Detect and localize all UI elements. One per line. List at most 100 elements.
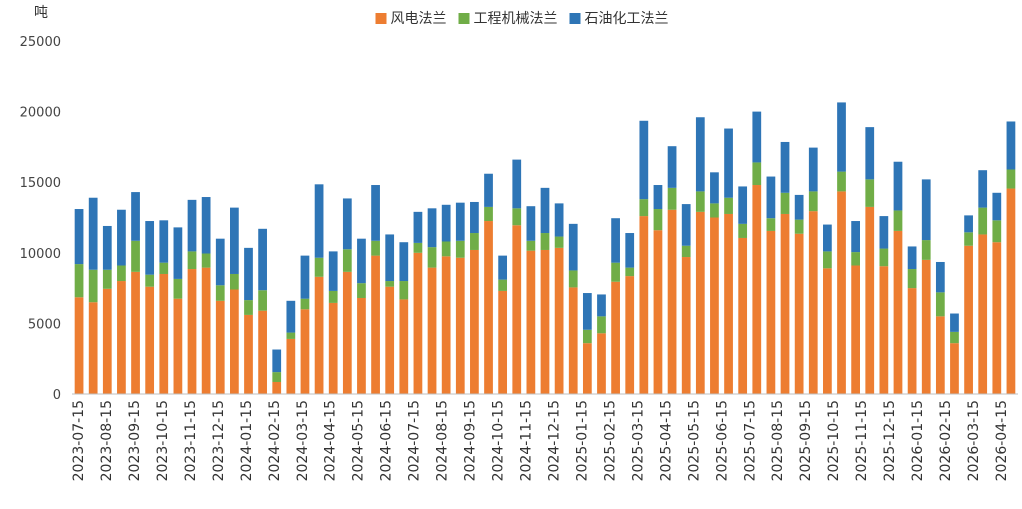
x-tick-label: 2023-09-15 bbox=[127, 400, 143, 481]
bar-segment bbox=[935, 292, 945, 317]
bar-segment bbox=[74, 297, 84, 394]
bar-segment bbox=[314, 257, 324, 277]
bar-segment bbox=[907, 269, 917, 289]
bar-segment bbox=[837, 171, 846, 192]
bar-segment bbox=[201, 253, 211, 268]
x-tick-label: 2025-01-15 bbox=[574, 400, 590, 481]
bar-segment bbox=[455, 240, 465, 258]
bar-segment bbox=[780, 141, 790, 193]
x-tick-label: 2025-02-15 bbox=[602, 400, 618, 481]
bar-segment bbox=[413, 211, 423, 243]
bar-segment bbox=[851, 265, 860, 394]
x-tick-label: 2024-04-15 bbox=[323, 400, 339, 481]
bar-segment bbox=[597, 294, 606, 317]
bar-segment bbox=[371, 185, 380, 241]
y-tick-label: 15000 bbox=[20, 176, 61, 191]
bar-segment bbox=[187, 269, 197, 394]
bar-segment bbox=[710, 217, 719, 394]
bar-segment bbox=[88, 269, 98, 303]
bar-segment bbox=[554, 203, 564, 237]
bar-segment bbox=[766, 218, 776, 231]
bar-segment bbox=[992, 220, 1002, 243]
bar-segment bbox=[300, 309, 310, 394]
bar-segment bbox=[272, 372, 282, 382]
bar-segment bbox=[667, 187, 677, 210]
bar-segment bbox=[328, 302, 338, 394]
y-axis-ticks: 0 5000 10000 15000 20000 25000 bbox=[20, 35, 61, 403]
bar-segment bbox=[357, 297, 366, 394]
bar-segment bbox=[738, 186, 748, 224]
bar-segment bbox=[441, 204, 451, 242]
legend-swatch bbox=[569, 13, 581, 24]
y-tick-label: 0 bbox=[53, 388, 61, 403]
bar-segment bbox=[653, 230, 663, 394]
bar-segment bbox=[399, 242, 409, 282]
bar-segment bbox=[1006, 121, 1016, 170]
bar-segment bbox=[695, 191, 705, 212]
bar-segment bbox=[88, 197, 98, 270]
bar-segment bbox=[512, 159, 522, 209]
x-tick-label: 2024-05-15 bbox=[351, 400, 367, 481]
bar-segment bbox=[808, 191, 818, 212]
bar-segment bbox=[879, 216, 889, 249]
bar-segment bbox=[808, 147, 818, 192]
x-tick-label: 2024-10-15 bbox=[491, 400, 507, 481]
bar-segment bbox=[371, 255, 380, 394]
bar-segment bbox=[286, 300, 296, 333]
bar-segment bbox=[907, 246, 917, 270]
bar-segment bbox=[738, 223, 748, 238]
bar-segment bbox=[681, 245, 691, 258]
bar-segment bbox=[201, 267, 211, 394]
bar-segment bbox=[131, 192, 140, 241]
bar-segment bbox=[992, 242, 1002, 394]
bar-segment bbox=[427, 247, 437, 268]
x-tick-label: 2023-08-15 bbox=[99, 400, 115, 481]
bar-segment bbox=[752, 185, 762, 394]
x-tick-label: 2024-08-15 bbox=[435, 400, 451, 481]
bar-segment bbox=[639, 199, 649, 217]
bar-segment bbox=[540, 187, 550, 234]
bar-segment bbox=[837, 102, 846, 172]
x-tick-label: 2024-03-15 bbox=[295, 400, 311, 481]
bar-segment bbox=[131, 240, 140, 272]
x-tick-label: 2024-06-15 bbox=[379, 400, 395, 481]
bar-segment bbox=[992, 192, 1002, 221]
bar-segment bbox=[879, 266, 889, 394]
bar-segment bbox=[724, 213, 733, 394]
bar-segment bbox=[907, 288, 917, 394]
bar-segment bbox=[102, 288, 112, 394]
bar-segment bbox=[145, 286, 155, 394]
bar-segment bbox=[526, 206, 536, 241]
y-tick-label: 10000 bbox=[20, 247, 61, 262]
bar-segment bbox=[893, 230, 903, 394]
bar-segment bbox=[455, 257, 465, 394]
bar-segment bbox=[371, 240, 380, 256]
bar-segment bbox=[512, 208, 522, 226]
bar-segment bbox=[173, 298, 183, 394]
bar-segment bbox=[568, 223, 578, 271]
bar-segment bbox=[695, 211, 705, 394]
x-tick-label: 2025-08-15 bbox=[770, 400, 786, 481]
bar-segment bbox=[441, 256, 451, 394]
bar-segment bbox=[710, 203, 719, 218]
bar-segment bbox=[950, 313, 959, 332]
bar-segment bbox=[681, 257, 691, 394]
bar-segment bbox=[258, 310, 267, 394]
bar-segment bbox=[780, 213, 790, 394]
bar-segment bbox=[837, 191, 846, 394]
x-tick-label: 2025-09-15 bbox=[798, 400, 814, 481]
bar-segment bbox=[540, 233, 550, 250]
bar-segment bbox=[484, 221, 493, 394]
bar-segment bbox=[1006, 188, 1016, 394]
x-tick-label: 2024-01-15 bbox=[239, 400, 255, 481]
x-tick-label: 2024-12-15 bbox=[546, 400, 562, 481]
bar-segment bbox=[935, 261, 945, 293]
bar-segment bbox=[230, 289, 239, 394]
bar-segment bbox=[964, 232, 973, 246]
bar-segment bbox=[427, 267, 437, 394]
x-tick-label: 2025-07-15 bbox=[742, 400, 758, 481]
x-tick-label: 2025-03-15 bbox=[630, 400, 646, 481]
bar-segment bbox=[794, 233, 804, 394]
x-tick-label: 2023-11-15 bbox=[183, 400, 199, 481]
